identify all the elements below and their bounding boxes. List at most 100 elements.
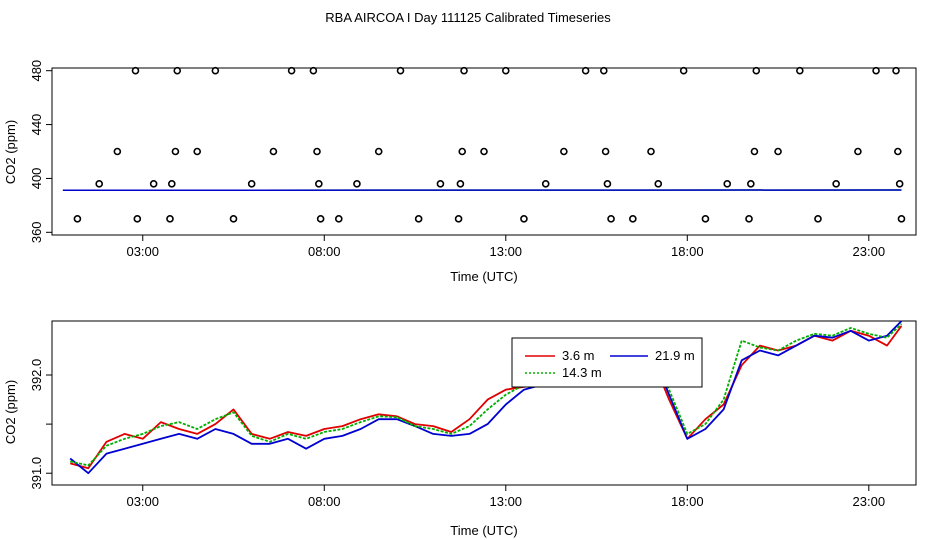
figure-title: RBA AIRCOA I Day 111125 Calibrated Times… [325, 10, 611, 25]
scatter-point [95, 180, 103, 188]
legend-box [511, 337, 703, 388]
scatter-point [745, 215, 753, 223]
scatter-point [774, 147, 782, 156]
scatter-point [287, 66, 296, 75]
bottom-x-tick-label: 08:00 [308, 494, 341, 509]
scatter-point [353, 180, 361, 188]
scatter-point [193, 147, 202, 156]
scatter-point [113, 147, 122, 156]
bottom-y-tick-label: 391.0 [29, 457, 44, 490]
scatter-point [456, 180, 465, 188]
top-x-tick-label: 08:00 [308, 244, 341, 259]
top-y-tick-label: 480 [29, 60, 44, 82]
scatter-point [796, 66, 804, 75]
scatter-point [396, 66, 405, 75]
bottom-x-axis: 03:00 08:00 13:00 18:00 23:00 [126, 485, 885, 509]
scatter-point [541, 180, 550, 188]
scatter-point [309, 66, 318, 75]
legend-label-14-3m: 14.3 m [562, 365, 602, 380]
bottom-x-tick-label: 23:00 [853, 494, 886, 509]
scatter-point [560, 147, 568, 156]
series-line-3-6-m [69, 325, 903, 470]
top-x-axis: 03:00 08:00 13:00 18:00 23:00 [126, 235, 885, 259]
scatter-point [603, 180, 612, 188]
bottom-x-axis-label: Time (UTC) [450, 523, 517, 538]
legend-label-3-6m: 3.6 m [562, 348, 595, 363]
scatter-point [374, 147, 383, 156]
scatter-point [315, 180, 323, 188]
scatter-point [654, 180, 663, 188]
scatter-point [679, 66, 688, 75]
scatter-point [747, 180, 755, 188]
scatter-point [313, 147, 321, 156]
scatter-point [133, 215, 142, 223]
scatter-point [171, 147, 180, 156]
scatter-point [832, 180, 840, 188]
scatter-point [752, 66, 761, 75]
scatter-point [599, 66, 608, 75]
top-panel: 03:00 08:00 13:00 18:00 23:00 360 400 440 480 T… [3, 60, 917, 284]
scatter-point [723, 180, 732, 188]
scatter-point [454, 215, 463, 223]
scatter-point [269, 147, 278, 156]
bottom-plot-frame [51, 320, 917, 486]
bottom-marks [69, 320, 903, 475]
top-plot-frame [51, 67, 917, 236]
top-x-tick-label: 18:00 [671, 244, 704, 259]
top-x-axis-label: Time (UTC) [450, 269, 517, 284]
scatter-point [897, 215, 906, 223]
scatter-point [892, 66, 900, 75]
top-x-tick-label: 03:00 [126, 244, 159, 259]
scatter-point [581, 66, 590, 75]
scatter-point [229, 215, 238, 223]
bottom-y-tick-label: 392.0 [29, 359, 44, 392]
scatter-point [501, 66, 510, 75]
scatter-point [601, 147, 610, 156]
top-x-tick-label: 13:00 [490, 244, 523, 259]
series-line-21-9-m [69, 320, 903, 475]
scatter-point [414, 215, 423, 223]
top-marks [62, 66, 906, 223]
scatter-point [814, 215, 822, 223]
bottom-x-tick-label: 18:00 [671, 494, 704, 509]
scatter-point [872, 66, 880, 75]
scatter-point [247, 180, 256, 188]
scatter-point [211, 66, 220, 75]
scatter-point [750, 147, 759, 156]
top-y-tick-label: 400 [29, 168, 44, 190]
scatter-point [436, 180, 445, 188]
scatter-point [701, 215, 710, 223]
scatter-point [647, 147, 655, 156]
scatter-point [149, 180, 158, 188]
scatter-point [854, 147, 862, 156]
scatter-point [895, 180, 904, 188]
legend: 3.6 m 21.9 m 14.3 m [511, 337, 703, 388]
scatter-point [316, 215, 325, 223]
scatter-point [173, 66, 182, 75]
top-y-axis-label: CO2 (ppm) [3, 120, 18, 184]
scatter-point [167, 180, 176, 188]
scatter-point [73, 215, 82, 223]
top-y-tick-label: 360 [29, 221, 44, 243]
scatter-point [334, 215, 343, 223]
bottom-x-tick-label: 03:00 [126, 494, 159, 509]
bottom-y-axis: 391.0 392.0 [29, 359, 52, 490]
scatter-point [460, 66, 468, 75]
scatter-point [894, 147, 902, 156]
scatter-point [607, 215, 615, 223]
top-y-axis: 360 400 440 480 [29, 60, 52, 243]
scatter-point [166, 215, 174, 223]
top-y-tick-label: 440 [29, 114, 44, 136]
scatter-point [458, 147, 467, 156]
scatter-point [520, 215, 528, 223]
bottom-y-axis-label: CO2 (ppm) [3, 380, 18, 444]
top-x-tick-label: 23:00 [853, 244, 886, 259]
scatter-point [480, 147, 488, 156]
bottom-panel: 03:00 08:00 13:00 18:00 23:00 391.0 392.0 Tim… [3, 320, 917, 538]
legend-label-21-9m: 21.9 m [655, 348, 695, 363]
bottom-x-tick-label: 13:00 [490, 494, 523, 509]
scatter-point [629, 215, 637, 223]
series-line-14-3-m [70, 323, 903, 467]
scatter-point [131, 66, 140, 75]
